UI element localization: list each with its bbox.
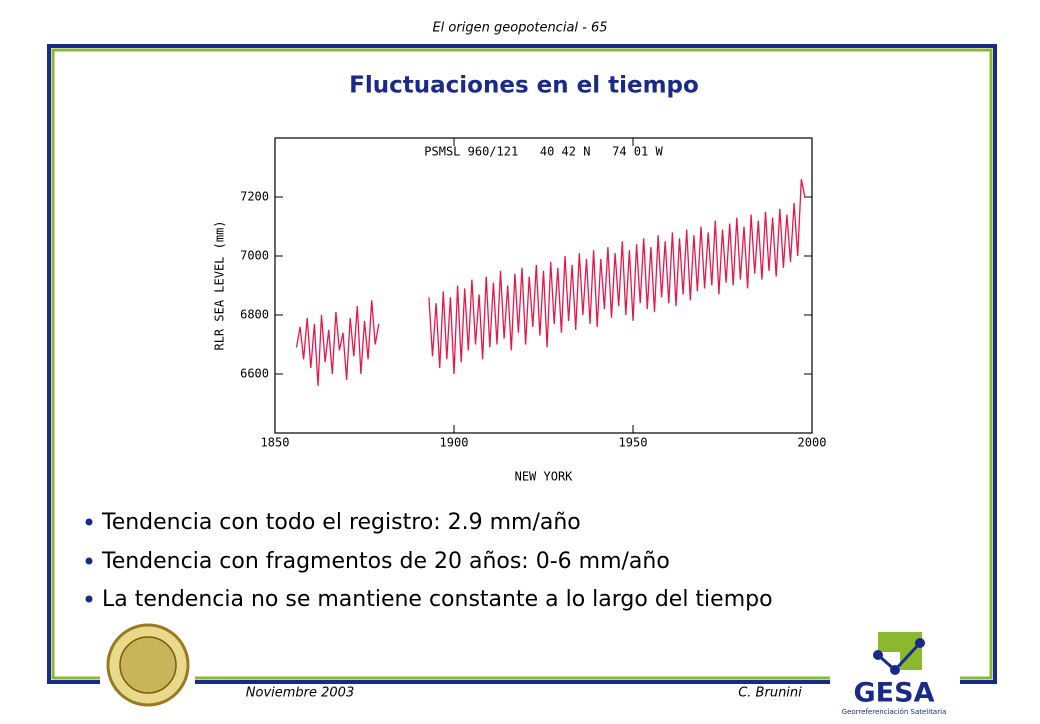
bullet-dot	[85, 595, 93, 603]
logo-node	[915, 638, 925, 648]
y-tick-label: 7200	[240, 190, 269, 204]
x-axis-label: NEW YORK	[515, 470, 574, 484]
data-line	[295, 179, 806, 386]
plot-area	[274, 137, 813, 434]
bullet-dot	[85, 557, 93, 565]
logo-name: GESA	[854, 678, 935, 709]
logo-subtitle: Georreferenciación Satelitaria	[842, 708, 947, 716]
bullet: Tendencia con fragmentos de 20 años: 0-6…	[101, 549, 670, 574]
y-tick-label: 6800	[240, 308, 269, 322]
y-axis-label: RLR SEA LEVEL (mm)	[213, 220, 227, 350]
y-tick-label: 6600	[240, 367, 269, 381]
gesa-logo: GESA Georreferenciación Satelitaria	[842, 632, 947, 716]
bullets: Tendencia con todo el registro: 2.9 mm/a…	[85, 510, 773, 612]
bullet: Tendencia con todo el registro: 2.9 mm/a…	[101, 510, 581, 535]
y-tick-label: 7000	[240, 249, 269, 263]
chart: PSMSL 960/121 40 42 N 74 01 W NEW YORK RLR…	[213, 137, 827, 484]
x-tick-label: 1850	[261, 436, 290, 450]
footer-author: C. Brunini	[738, 686, 802, 701]
logo-shape	[878, 632, 922, 670]
footer-date: Noviembre 2003	[246, 686, 354, 701]
x-tick-label: 1950	[619, 436, 648, 450]
logo-node	[890, 665, 900, 675]
seal-inner	[119, 636, 177, 694]
logo-node	[873, 650, 883, 660]
x-tick-label: 2000	[798, 436, 827, 450]
frame	[47, 44, 997, 684]
x-tick-label: 1900	[440, 436, 469, 450]
chart-title: PSMSL 960/121 40 42 N 74 01 W	[424, 145, 663, 159]
slide-title: Fluctuaciones en el tiempo	[349, 73, 699, 99]
frame-inner	[51, 48, 993, 680]
bullet-dot	[85, 518, 93, 526]
university-logo	[106, 623, 190, 707]
header: El origen geopotencial - 65	[432, 21, 607, 36]
bullet: La tendencia no se mantiene constante a …	[102, 587, 773, 612]
logo-link	[893, 641, 922, 672]
